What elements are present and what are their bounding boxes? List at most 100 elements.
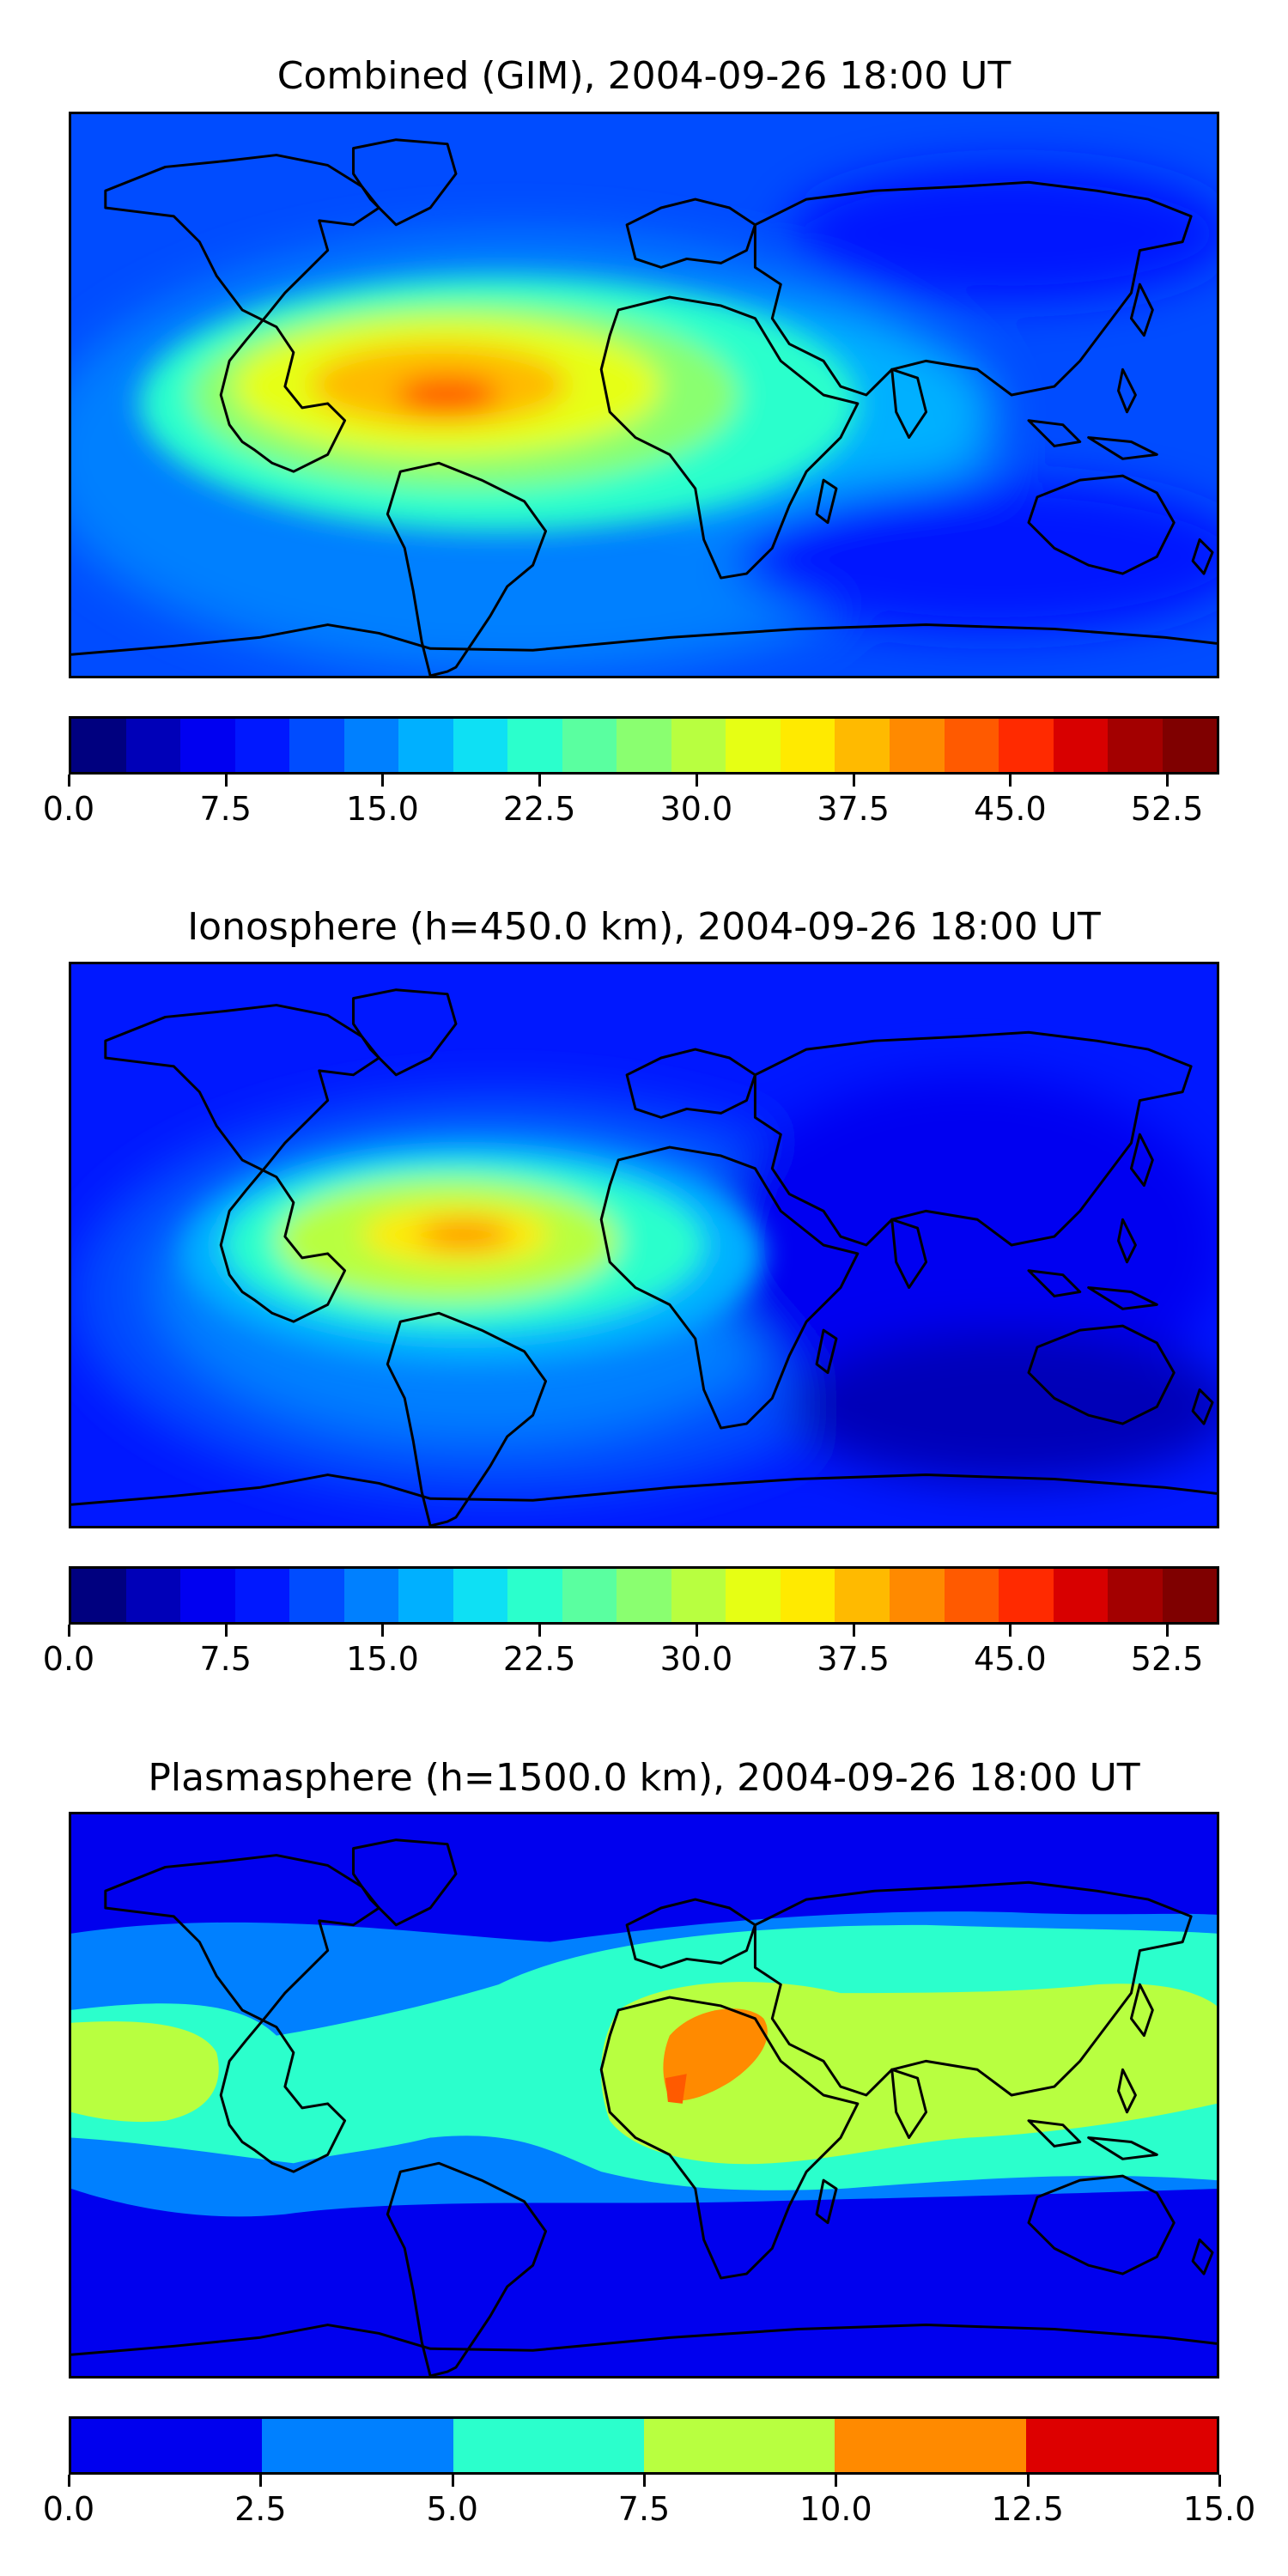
colorbar-tick-label: 2.5 (234, 2490, 287, 2528)
colorbar-segment (889, 1569, 945, 1622)
colorbar-segment (889, 719, 945, 772)
colorbar-segment (1053, 1569, 1109, 1622)
colorbar-tick (695, 775, 698, 787)
colorbar-segment (234, 719, 290, 772)
colorbar-tick-label: 22.5 (502, 790, 576, 828)
colorbar-tick (68, 1625, 70, 1637)
colorbar-segment (125, 1569, 181, 1622)
colorbar-tick-label: 45.0 (974, 790, 1047, 828)
colorbar-tick-label: 22.5 (502, 1640, 576, 1678)
colorbar-tick-label: 0.0 (42, 790, 95, 828)
colorbar-segment (671, 719, 726, 772)
colorbar-tick-label: 30.0 (659, 1640, 733, 1678)
colorbar-tick (1166, 775, 1170, 787)
colorbar-tick (643, 2475, 646, 2487)
colorbar-tick-label: 0.0 (42, 1640, 95, 1678)
colorbar-segment (71, 1569, 126, 1622)
colorbar-segment (562, 1569, 617, 1622)
colorbar-ticks: 0.0 7.5 15.0 22.5 30.0 37.5 45.0 52.5 (43, 775, 1219, 828)
colorbar-tick-label: 15.0 (346, 1640, 419, 1678)
tec-map (69, 962, 1219, 1528)
colorbar-segment (617, 719, 671, 772)
colorbar-tick-label: 52.5 (1130, 1640, 1204, 1678)
colorbar-segment (1053, 719, 1109, 772)
colorbar-segment (507, 1569, 562, 1622)
colorbar-tick (259, 2475, 263, 2487)
colorbar-segment (180, 1569, 235, 1622)
colorbar-tick-label: 15.0 (1182, 2490, 1256, 2528)
tec-map (69, 1812, 1219, 2379)
colorbar-tick-label: 15.0 (346, 790, 419, 828)
colorbar-segment (726, 719, 781, 772)
colorbar-tick (224, 775, 228, 787)
colorbar-ticks: 0.0 2.5 5.0 7.5 10.0 12.5 15.0 (43, 2475, 1255, 2528)
colorbar (69, 2416, 1219, 2475)
colorbar-segment (234, 1569, 290, 1622)
colorbar-segment (71, 719, 126, 772)
colorbar-segment (1162, 1569, 1218, 1622)
colorbar (69, 1566, 1219, 1625)
colorbar-tick-label: 45.0 (974, 1640, 1047, 1678)
colorbar-segment (617, 1569, 671, 1622)
colorbar-tick-label: 12.5 (991, 2490, 1064, 2528)
colorbar-tick-label: 52.5 (1130, 790, 1204, 828)
colorbar-tick (1026, 2475, 1030, 2487)
colorbar-segment (125, 719, 181, 772)
colorbar-tick (381, 1625, 385, 1637)
colorbar-segment (1162, 719, 1218, 772)
colorbar-tick (538, 775, 542, 787)
colorbar-segment (835, 1569, 890, 1622)
panel-title: Ionosphere (h=450.0 km), 2004-09-26 18:0… (187, 905, 1101, 949)
colorbar-segment (343, 1569, 399, 1622)
colorbar-tick-label: 0.0 (42, 2490, 95, 2528)
colorbar-segment (780, 1569, 835, 1622)
colorbar-segment (944, 719, 999, 772)
colorbar-segment (453, 2419, 644, 2472)
panel-title: Combined (GIM), 2004-09-26 18:00 UT (276, 54, 1012, 98)
colorbar-tick (68, 2475, 70, 2487)
colorbar-segment (1108, 1569, 1163, 1622)
colorbar-tick-label: 37.5 (817, 1640, 890, 1678)
colorbar-tick (381, 775, 385, 787)
colorbar-tick (68, 775, 70, 787)
colorbar-tick (835, 2475, 838, 2487)
colorbar-ticks: 0.0 7.5 15.0 22.5 30.0 37.5 45.0 52.5 (43, 1625, 1219, 1678)
colorbar (69, 716, 1219, 775)
colorbar-segment (453, 1569, 508, 1622)
colorbar-tick-label: 7.5 (617, 2490, 671, 2528)
colorbar-segment (289, 719, 344, 772)
colorbar-tick-label: 37.5 (817, 790, 890, 828)
colorbar-tick-label: 7.5 (199, 1640, 252, 1678)
colorbar-tick (224, 1625, 228, 1637)
colorbar-segment (398, 1569, 453, 1622)
colorbar-tick-label: 30.0 (659, 790, 733, 828)
colorbar-segment (289, 1569, 344, 1622)
colorbar-tick (1218, 2475, 1221, 2487)
colorbar-segment (944, 1569, 999, 1622)
colorbar-segment (999, 719, 1054, 772)
colorbar-segment (262, 2419, 453, 2472)
colorbar-segment (671, 1569, 726, 1622)
colorbar-segment (71, 2419, 263, 2472)
colorbar-segment (643, 2419, 835, 2472)
panel-title: Plasmasphere (h=1500.0 km), 2004-09-26 1… (148, 1756, 1140, 1800)
colorbar-segment (562, 719, 617, 772)
colorbar-segment (507, 719, 562, 772)
colorbar-tick-label: 10.0 (799, 2490, 872, 2528)
colorbar-segment (835, 719, 890, 772)
colorbar-segment (726, 1569, 781, 1622)
colorbar-tick-label: 7.5 (199, 790, 252, 828)
colorbar-tick (1009, 1625, 1012, 1637)
colorbar-segment (835, 2419, 1026, 2472)
colorbar-tick (1009, 775, 1012, 787)
colorbar-segment (999, 1569, 1054, 1622)
colorbar-tick (1166, 1625, 1170, 1637)
colorbar-tick (852, 775, 855, 787)
colorbar-segment (343, 719, 399, 772)
colorbar-tick (451, 2475, 454, 2487)
colorbar-segment (453, 719, 508, 772)
colorbar-segment (180, 719, 235, 772)
colorbar-segment (1108, 719, 1163, 772)
colorbar-tick (695, 1625, 698, 1637)
colorbar-segment (398, 719, 453, 772)
